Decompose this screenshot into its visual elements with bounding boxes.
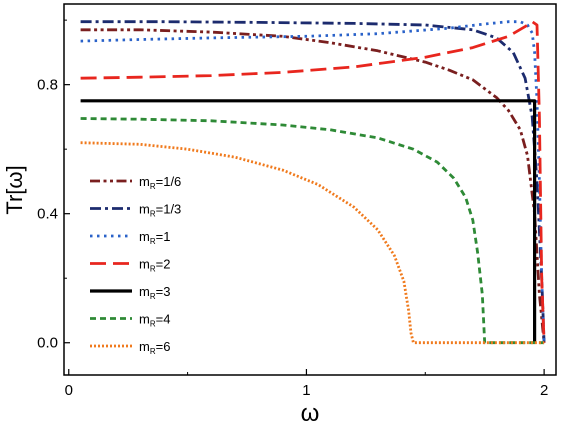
legend-label-6: mR=6 — [139, 339, 170, 356]
y-axis-title: Tr[ω] — [2, 165, 27, 214]
legend-label-2: mR=1 — [139, 229, 170, 246]
x-tick-label: 2 — [540, 382, 548, 399]
x-tick-label: 0 — [65, 382, 73, 399]
legend: mR=1/6 mR=1/3 mR=1 mR=2 mR=3 mR=4 mR=6 — [90, 174, 181, 356]
x-axis-title: ω — [301, 400, 320, 427]
legend-label-3: mR=2 — [139, 257, 170, 274]
series-line-4 — [80, 99, 537, 343]
series-line-3 — [80, 20, 546, 343]
legend-label-5: mR=4 — [139, 312, 170, 329]
y-tick-label: 0.8 — [37, 77, 58, 94]
x-tick-label: 1 — [302, 382, 310, 399]
legend-label-1: mR=1/3 — [139, 202, 181, 219]
series-line-5 — [80, 117, 545, 345]
plot-frame — [63, 3, 557, 376]
y-tick-label: 0.4 — [37, 206, 58, 223]
series-line-1 — [80, 20, 546, 343]
series-line-2 — [80, 20, 546, 343]
ticks-layer: 0 1 2 0.0 0.4 0.8 — [37, 19, 548, 399]
series-line-6 — [80, 141, 545, 345]
legend-label-4: mR=3 — [139, 284, 170, 301]
series-layer — [80, 20, 546, 345]
series-line-0 — [80, 28, 546, 343]
y-tick-label: 0.0 — [37, 335, 58, 352]
legend-label-0: mR=1/6 — [139, 174, 181, 191]
